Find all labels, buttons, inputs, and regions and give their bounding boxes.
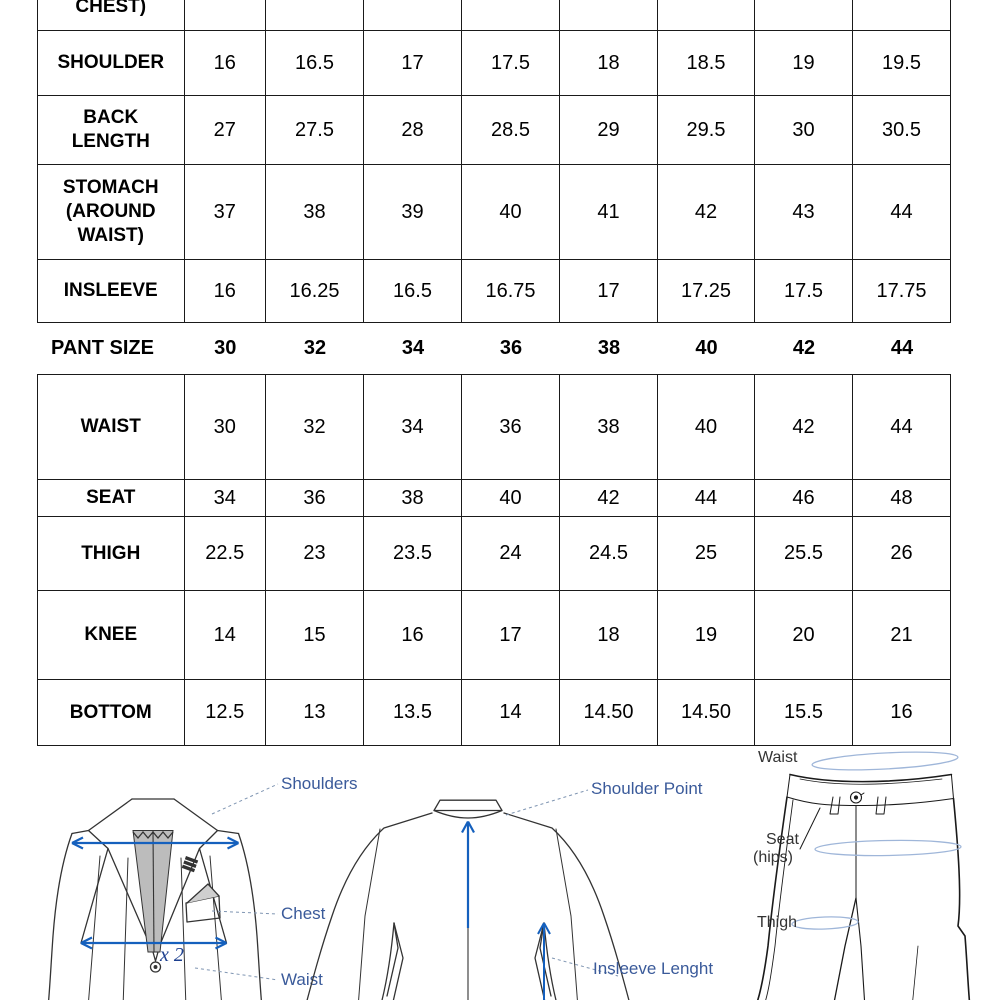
svg-text:Shoulders: Shoulders <box>281 774 358 793</box>
svg-text:Waist: Waist <box>758 749 798 766</box>
svg-text:Chest: Chest <box>281 904 326 923</box>
svg-text:x 2: x 2 <box>159 944 184 966</box>
svg-text:Seat: Seat <box>766 831 799 848</box>
svg-text:Thigh: Thigh <box>757 914 797 931</box>
svg-text:Waist: Waist <box>281 970 323 989</box>
svg-text:(hips): (hips) <box>753 849 793 866</box>
svg-text:Shoulder Point: Shoulder Point <box>591 779 703 798</box>
svg-text:Insleeve Lenght: Insleeve Lenght <box>593 959 713 978</box>
